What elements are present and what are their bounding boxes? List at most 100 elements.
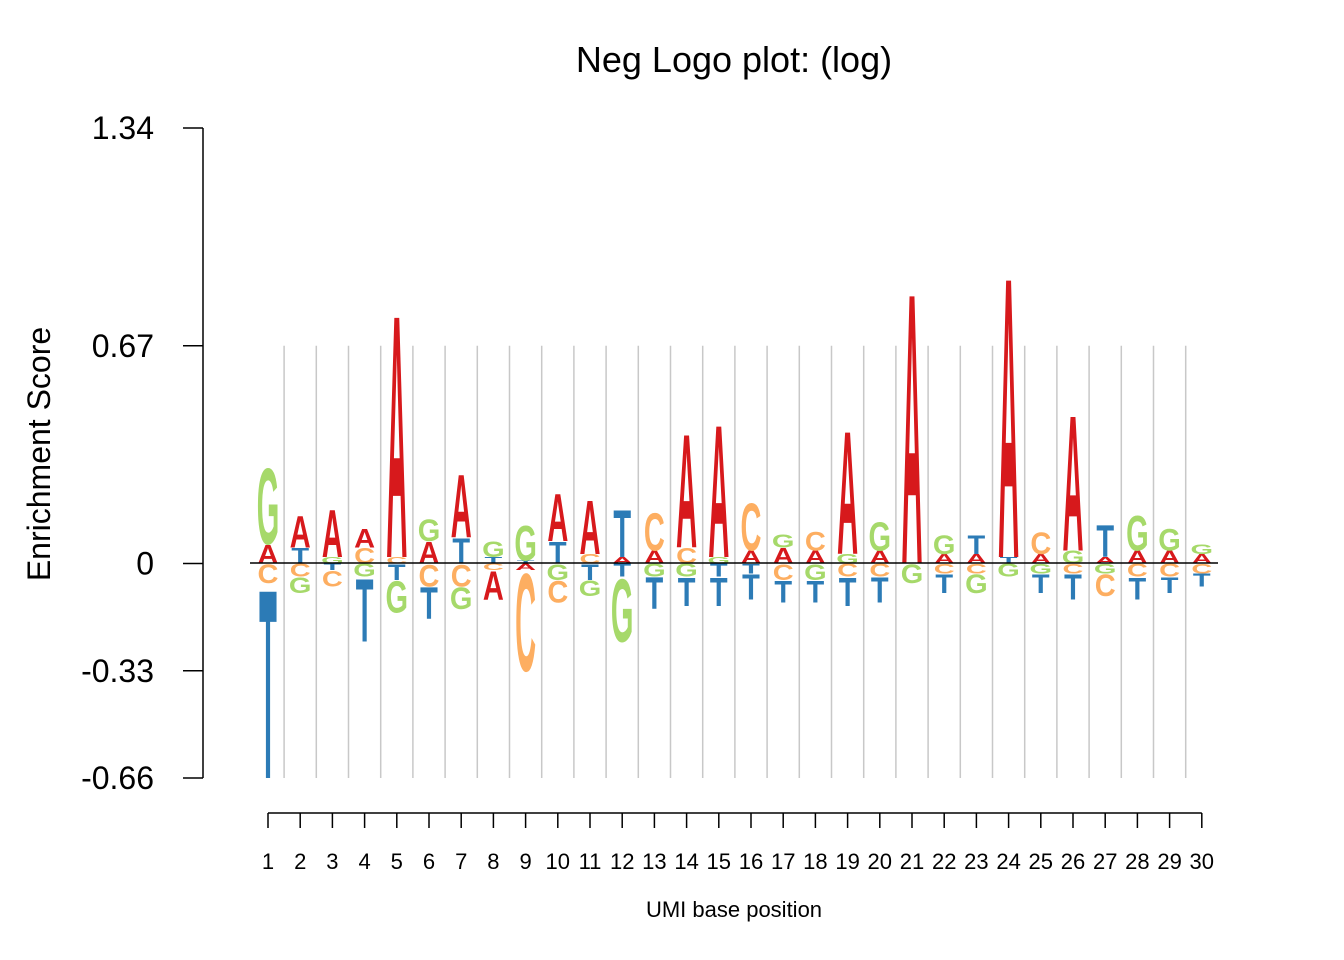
logo-letter-T-pos-30: T: [1193, 571, 1211, 591]
logo-letter-A-pos-9: A: [515, 562, 536, 572]
logo-letter-C-pos-23: C: [966, 561, 987, 576]
logo-letter-T-pos-3: T: [324, 562, 342, 572]
logo-letter-C-pos-18: C: [805, 526, 826, 556]
logo-letter-C-pos-7: C: [451, 559, 472, 593]
logo-letter-A-pos-2: A: [290, 508, 311, 558]
logo-letter-C-pos-3: C: [322, 565, 343, 591]
svg-text:C: C: [386, 556, 407, 566]
x-tick-label: 13: [642, 849, 666, 874]
svg-text:A: A: [998, 194, 1019, 643]
svg-text:T: T: [1032, 569, 1050, 599]
chart-title: Neg Logo plot: (log): [576, 39, 892, 80]
x-tick-label: 8: [487, 849, 499, 874]
logo-letter-G-pos-22: G: [933, 530, 956, 560]
logo-letter-C-pos-4: C: [354, 543, 375, 569]
svg-text:T: T: [1193, 571, 1211, 591]
svg-text:A: A: [773, 543, 794, 569]
svg-text:G: G: [482, 536, 505, 562]
logo-letter-C-pos-1: C: [258, 559, 279, 589]
svg-text:T: T: [646, 570, 664, 620]
x-tick-label: 5: [391, 849, 403, 874]
logo-letter-T-pos-2: T: [291, 543, 309, 569]
grid-lines: [283, 345, 1187, 778]
logo-letter-G-pos-21: G: [901, 559, 924, 589]
svg-text:T: T: [388, 559, 406, 585]
svg-text:G: G: [965, 569, 988, 599]
svg-text:T: T: [259, 533, 277, 835]
logo-letter-T-pos-8: T: [485, 556, 503, 566]
logo-letter-T-pos-23: T: [968, 530, 986, 560]
logo-letter-G-pos-23: G: [965, 569, 988, 599]
svg-text:C: C: [934, 561, 955, 576]
x-tick-label: 17: [771, 849, 795, 874]
svg-text:T: T: [1129, 572, 1147, 606]
logo-letter-T-pos-13: T: [646, 570, 664, 620]
svg-text:T: T: [1000, 556, 1018, 566]
svg-text:T: T: [452, 530, 470, 571]
logo-letter-C-pos-16: C: [741, 491, 762, 566]
svg-text:A: A: [483, 564, 504, 609]
svg-text:T: T: [356, 561, 374, 662]
x-tick-label: 1: [262, 849, 274, 874]
logo-letter-G-pos-17: G: [772, 532, 795, 552]
svg-text:A: A: [1095, 556, 1116, 566]
logo-letter-C-pos-25: C: [1030, 527, 1051, 561]
logo-letter-A-pos-10: A: [547, 481, 568, 556]
logo-letter-T-pos-7: T: [452, 530, 470, 571]
x-axis: 1 2 3 4 5 6 7 8 9 10 11 12 13 14 15 16 17 18 19 20 21 22 23 24 2…: [262, 812, 1214, 874]
svg-text:G: G: [804, 559, 827, 585]
svg-text:G: G: [353, 561, 376, 581]
svg-text:T: T: [549, 536, 567, 570]
svg-text:C: C: [1063, 561, 1084, 576]
logo-letter-A-pos-11: A: [580, 485, 601, 571]
logo-letter-T-pos-24: T: [1000, 556, 1018, 566]
logo-letter-C-pos-5: C: [386, 556, 407, 566]
logo-letter-A-pos-7: A: [451, 457, 472, 558]
logo-letter-T-pos-26: T: [1064, 566, 1082, 607]
x-tick-label: 25: [1029, 849, 1053, 874]
logo-letter-C-pos-10: C: [547, 575, 568, 609]
svg-text:T: T: [581, 559, 599, 585]
svg-text:G: G: [514, 515, 537, 571]
logo-letter-A-pos-5: A: [386, 244, 407, 632]
svg-text:G: G: [321, 556, 344, 566]
svg-text:C: C: [676, 543, 697, 569]
svg-text:T: T: [710, 561, 728, 581]
logo-letter-G-pos-12: G: [611, 561, 634, 662]
logo-letter-T-pos-16: T: [742, 566, 760, 607]
logo-letter-T-pos-16: T: [742, 561, 760, 576]
x-tick-label: 18: [803, 849, 827, 874]
svg-text:T: T: [485, 556, 503, 566]
logo-letter-T-pos-19: T: [839, 570, 857, 615]
logo-letter-C-pos-30: C: [1191, 561, 1212, 576]
svg-text:C: C: [966, 561, 987, 576]
logo-letter-G-pos-3: G: [321, 556, 344, 566]
logo-letter-G-pos-25: G: [1030, 561, 1053, 576]
logo-letter-G-pos-9: G: [514, 515, 537, 571]
logo-letter-A-pos-3: A: [322, 497, 343, 572]
logo-letter-C-pos-19: C: [837, 561, 858, 581]
logo-letter-T-pos-20: T: [871, 569, 889, 610]
logo-letter-G-pos-11: G: [579, 575, 602, 601]
logo-letter-T-pos-15: T: [710, 570, 728, 615]
svg-text:A: A: [612, 556, 633, 566]
svg-text:A: A: [354, 523, 375, 553]
svg-text:G: G: [772, 532, 795, 552]
logo-letter-G-pos-20: G: [869, 515, 892, 560]
logo-letter-G-pos-29: G: [1158, 523, 1181, 557]
svg-text:T: T: [613, 561, 631, 581]
x-tick-label: 28: [1125, 849, 1149, 874]
svg-text:C: C: [1127, 561, 1148, 581]
logo-letter-C-pos-17: C: [773, 559, 794, 585]
logo-letter-C-pos-8: C: [483, 562, 504, 572]
logo-letter-C-pos-26: C: [1063, 561, 1084, 576]
y-tick-label: 1.34: [92, 110, 154, 146]
svg-text:T: T: [291, 543, 309, 569]
svg-text:C: C: [805, 526, 826, 556]
x-tick-label: 21: [900, 849, 924, 874]
x-tick-label: 24: [996, 849, 1020, 874]
logo-letter-A-pos-24: A: [998, 194, 1019, 643]
logo-letter-C-pos-9: C: [515, 546, 536, 701]
logo-letter-A-pos-1: A: [258, 539, 279, 569]
